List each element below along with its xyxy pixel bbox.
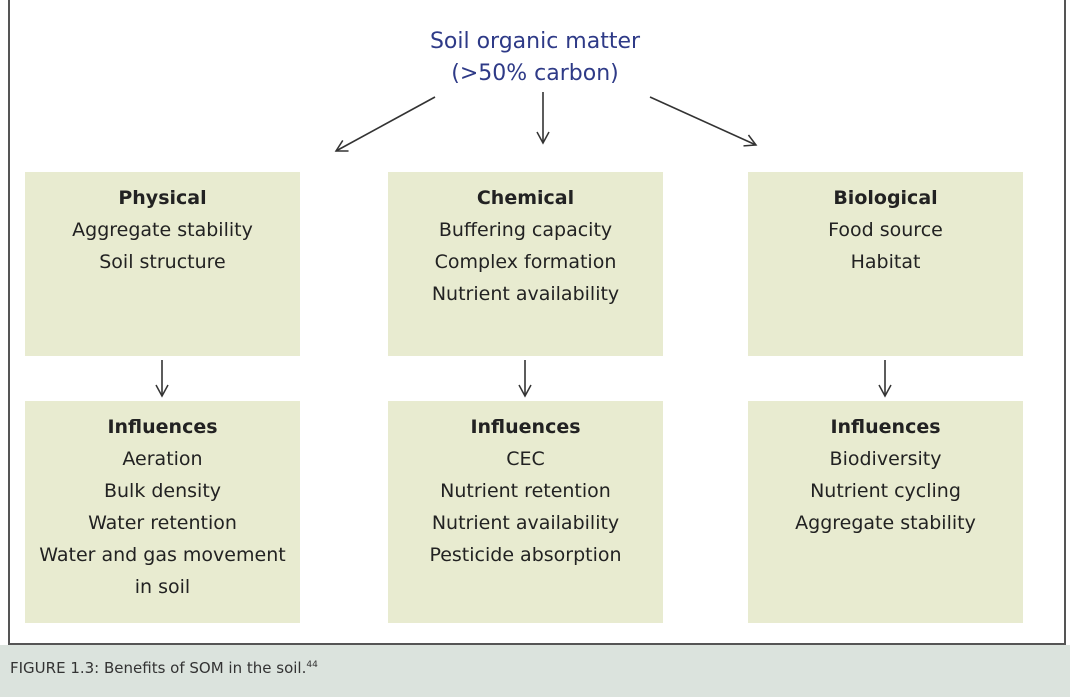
title-line: Soil organic matter [429, 29, 641, 54]
category-box: Physical Aggregate stability Soil structur… [25, 172, 300, 356]
influence-item: Nutrient retention [440, 480, 611, 502]
category-heading: Chemical [476, 187, 575, 209]
arrow [649, 96, 758, 147]
category-box: Biological Food source Habitat [748, 172, 1023, 356]
caption-reference: 44 [306, 660, 318, 670]
influence-item: CEC [506, 448, 545, 470]
category-heading: Biological [833, 187, 938, 209]
influence-heading: Influences [107, 416, 218, 438]
category-item: Habitat [850, 251, 921, 273]
root-node: Soil organic matter (>50% carbon) [285, 26, 785, 90]
influence-heading: Influences [830, 416, 941, 438]
influence-item: Biodiversity [829, 448, 942, 470]
influence-item: Nutrient availability [431, 512, 620, 534]
category-item: Nutrient availability [431, 283, 620, 305]
influence-item: Nutrient cycling [810, 480, 961, 502]
caption-text: FIGURE 1.3: Benefits of SOM in the soil. [10, 659, 307, 677]
influence-item: Water retention [88, 512, 237, 534]
category-item: Soil structure [99, 251, 226, 273]
influence-item: Aggregate stability [795, 512, 976, 534]
category-item: Aggregate stability [72, 219, 253, 241]
influence-item: Water and gas movement in soil [39, 544, 286, 598]
influence-box: Influences Aeration Bulk density Water rete… [25, 401, 300, 623]
category-box: Chemical Buffering capacity Complex format… [388, 172, 663, 356]
category-item: Buffering capacity [438, 219, 613, 241]
influence-heading: Influences [470, 416, 581, 438]
influence-item: Aeration [122, 448, 203, 470]
caption: FIGURE 1.3: Benefits of SOM in the soil.… [0, 645, 1070, 697]
title-line: (>50% carbon) [451, 61, 619, 86]
influence-box: Influences CEC Nutrient retention Nutrient … [388, 401, 663, 623]
category-item: Food source [828, 219, 943, 241]
influence-item: Bulk density [103, 480, 222, 502]
influence-box: Influences Biodiversity Nutrient cycling Ag… [748, 401, 1023, 623]
arrows [155, 92, 892, 398]
influence-item: Pesticide absorption [429, 544, 622, 566]
category-heading: Physical [118, 187, 207, 209]
arrow [334, 96, 436, 152]
category-item: Complex formation [434, 251, 617, 273]
